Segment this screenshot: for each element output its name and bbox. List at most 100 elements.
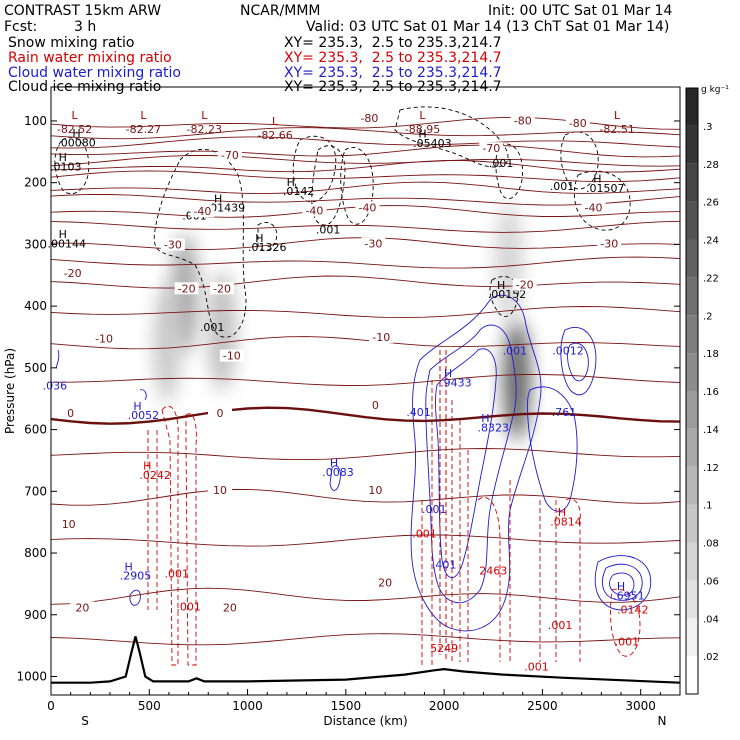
isotherm--20: [51, 275, 680, 289]
center-name: NCAR/MMM: [240, 3, 321, 19]
colorbar-tick-label: .3: [703, 122, 713, 133]
maximum-label: H: [255, 232, 263, 245]
isotherm-label-bg: [58, 406, 83, 419]
colorbar-tick-label: .1: [703, 501, 713, 512]
minimum-marker: L: [272, 115, 279, 128]
maximum-label: .00144: [47, 237, 86, 250]
cloud-water-contour: [425, 324, 517, 604]
cloud-water-contour: [435, 348, 497, 578]
north-label: N: [658, 714, 667, 728]
isotherm-label: 10: [368, 484, 382, 497]
isotherm-intermediate: [51, 155, 680, 167]
maximum-label: .9433: [440, 376, 472, 389]
isotherm-label-bg: [190, 205, 215, 218]
maximum-label: 2463: [479, 565, 507, 578]
isotherm-label-bg: [510, 114, 535, 127]
maximum-label: H: [418, 128, 426, 141]
isotherm-label-bg: [581, 201, 606, 214]
rain-contour: [610, 588, 641, 657]
colorbar-segment: [686, 277, 698, 316]
cloud-water-contour: [129, 589, 141, 606]
colorbar-segment: [686, 504, 698, 543]
isotherm-label: -20: [213, 282, 231, 295]
isotherm-label-bg: [70, 601, 95, 614]
cloud-ice-contour: [292, 135, 337, 203]
isotherm-label: -20: [64, 267, 82, 280]
maximum-label: H: [444, 367, 452, 380]
maximum-label: H: [497, 279, 505, 292]
y-tick-label: 200: [24, 176, 47, 190]
maximum-label: .401: [432, 558, 457, 571]
isotherm-label: -10: [223, 350, 241, 363]
isotherm-label-bg: [92, 332, 117, 345]
isotherm-label-bg: [565, 116, 590, 129]
colorbar-tick-label: .2: [703, 311, 713, 322]
cloud-ice-contour: [311, 145, 346, 226]
isotherm-label-bg: [219, 349, 244, 362]
isotherm-label: -80: [514, 114, 532, 127]
isotherm-label-bg: [208, 484, 233, 497]
maximum-label: H: [330, 457, 338, 470]
maximum-label: .001: [176, 600, 201, 613]
isotherm-label-bg: [210, 282, 235, 295]
isotherm-label-bg: [302, 204, 327, 217]
isotherm-label: -40: [358, 201, 376, 214]
maximum-label: .761: [552, 406, 577, 419]
minimum-value: -82.27: [126, 123, 161, 136]
forecast-label: Fcst:: [4, 19, 38, 35]
colorbar-segment: [686, 125, 698, 164]
isotherm-label: -30: [600, 237, 618, 250]
isotherm-intermediate: [51, 374, 680, 386]
maximum-label: H: [593, 173, 601, 186]
isotherm-label-bg: [357, 111, 382, 124]
x-axis-label: Distance (km): [323, 714, 407, 728]
isotherm-intermediate: [51, 534, 680, 547]
colorbar-tick-label: .06: [703, 576, 719, 587]
maximum-label: .0242: [139, 469, 171, 482]
maximum-label: .0142: [283, 185, 315, 198]
isotherm-intermediate: [51, 633, 680, 646]
y-tick-label: 500: [24, 361, 47, 375]
maximum-label: .0814: [550, 515, 582, 528]
cloud-water-contour: [139, 389, 147, 401]
cloud-water-contour: [594, 555, 652, 611]
y-tick-label: 900: [24, 608, 47, 622]
isotherm-label: 10: [213, 484, 227, 497]
maximum-label: H: [287, 176, 295, 189]
isotherm-label: 0: [217, 407, 224, 420]
rain-contour: [565, 498, 581, 662]
colorbar-segment: [686, 239, 698, 278]
cloud-water-contour: [329, 465, 341, 491]
x-tick-label: 1500: [331, 699, 362, 713]
x-tick-label: 1000: [232, 699, 263, 713]
maximum-label: .0052: [128, 409, 160, 422]
isotherm-label-bg: [479, 142, 504, 155]
rain-contour: [161, 405, 179, 666]
maximum-label: H: [617, 580, 625, 593]
valid-time: Valid: 03 UTC Sat 01 Mar 14 (13 ChT Sat …: [306, 19, 670, 35]
field-xy-cloud-water: XY= 235.3, 2.5 to 235.3,214.7: [284, 65, 502, 81]
isotherm-intermediate: [51, 127, 680, 140]
maximum-label: H: [133, 400, 141, 413]
y-tick-label: 800: [24, 546, 47, 560]
isotherm-label-bg: [217, 601, 242, 614]
colorbar-unit: g kg⁻¹: [701, 85, 729, 95]
minimum-marker: L: [140, 109, 147, 122]
minimum-value: -82.51: [599, 123, 634, 136]
colorbar-tick-label: .04: [703, 614, 719, 625]
x-tick-label: 500: [138, 699, 161, 713]
forecast-value: 3 h: [74, 19, 97, 35]
field-xy-snow: XY= 235.3, 2.5 to 235.3,214.7: [284, 35, 502, 51]
maximum-label: H: [59, 228, 67, 241]
isotherm-label: -70: [482, 142, 500, 155]
isotherm--70: [51, 144, 680, 158]
colorbar-tick-label: .18: [703, 349, 719, 360]
field-xy-rain: XY= 235.3, 2.5 to 235.3,214.7: [284, 50, 502, 66]
cloud-water-contour: [567, 342, 589, 382]
maximum-label: .8323: [478, 421, 510, 434]
cloud-water-contour: [560, 327, 597, 396]
snow-shade-blob: [494, 202, 523, 323]
isotherm-label-bg: [512, 278, 537, 291]
cloud-ice-contour: [54, 137, 90, 195]
init-time: Init: 00 UTC Sat 01 Mar 14: [488, 3, 673, 19]
